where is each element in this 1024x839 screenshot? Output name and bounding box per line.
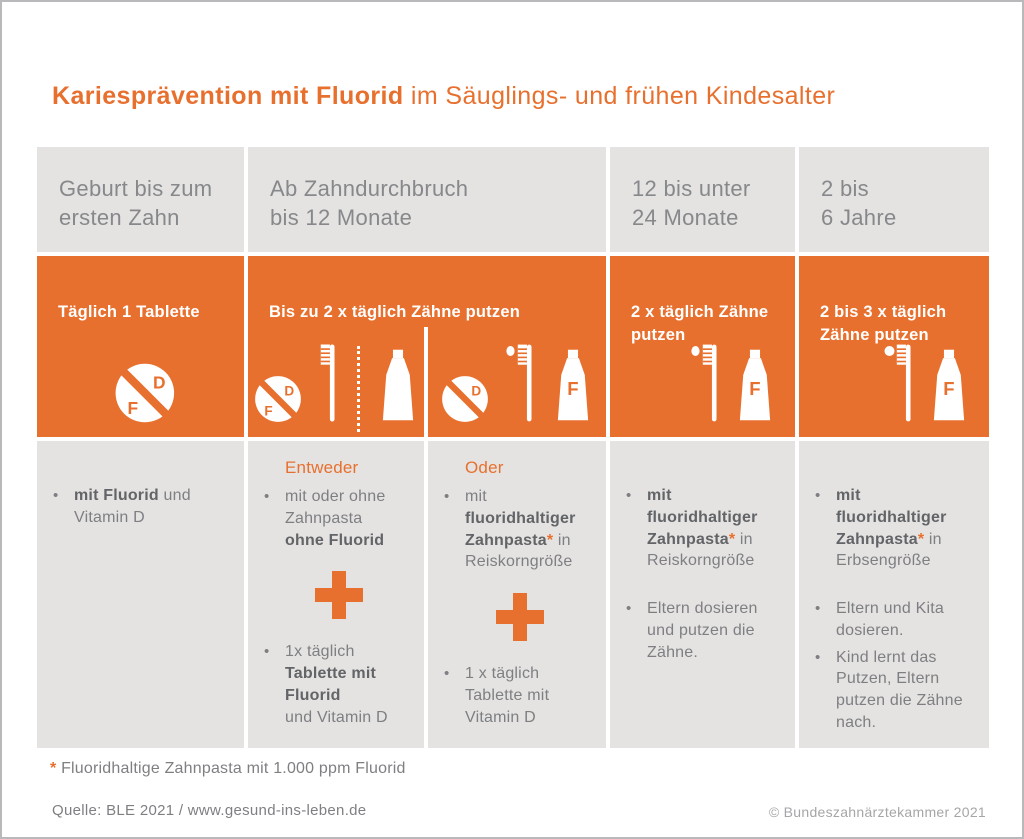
body-col4: • mit fluoridhaltiger Zahnpasta* in Erbs… (799, 441, 989, 748)
bullet: • (444, 665, 450, 683)
item-text: Kind lernt das Putzen, Eltern putzen die… (836, 648, 963, 731)
svg-text:D: D (284, 383, 294, 398)
toothpaste-tube-fluoride-icon: F (734, 321, 776, 432)
page-title: Kariesprävention mit Fluorid im Säugling… (52, 82, 835, 111)
list-item: • Eltern dosieren und putzen die Zähne. (626, 598, 785, 663)
svg-text:F: F (127, 398, 138, 418)
age-header-col4: 2 bis 6 Jahre (799, 147, 989, 252)
page-title-regular: im Säuglings- und frühen Kindesalter (403, 82, 836, 110)
toothpaste-tube-fluoride-icon: F (552, 321, 594, 432)
svg-text:F: F (567, 378, 578, 399)
list-item: • mit fluoridhaltiger Zahnpasta* in Reis… (444, 486, 596, 573)
body-col2-entweder: Entweder • mit oder ohne Zahnpasta ohne … (248, 441, 424, 748)
toothbrush-paste-pea-icon (884, 317, 916, 432)
source-line: Quelle: BLE 2021 / www.gesund-ins-leben.… (52, 802, 367, 819)
age-header-col3: 12 bis unter 24 Monate (610, 147, 795, 252)
toothbrush-paste-rice-icon (505, 317, 537, 432)
action-label-col4: 2 bis 3 x täglich Zähne putzen (820, 303, 947, 344)
page-title-bold: Kariesprävention mit Fluorid (52, 82, 404, 110)
tablet-df-icon: D F (253, 351, 303, 430)
action-header-col1: Täglich 1 Tablette D F (37, 256, 244, 437)
toothbrush-icon (318, 317, 340, 432)
list-item: • mit oder ohne Zahnpasta ohne Fluorid (264, 486, 414, 551)
list-item: • mit fluoridhaltiger Zahnpasta* in Erbs… (815, 485, 979, 572)
bullet: • (815, 600, 821, 617)
item-text: mit oder ohne Zahnpasta ohne Fluorid (285, 488, 386, 549)
action-label-col3: 2 x täglich Zähne putzen (631, 303, 769, 344)
item-text: mit Fluorid und Vitamin D (74, 487, 191, 526)
entweder-icons: D F (248, 327, 424, 437)
svg-text:D: D (153, 372, 166, 392)
item-text: mit fluoridhaltiger Zahnpasta* in Erbsen… (836, 487, 947, 570)
action-header-col4: 2 bis 3 x täglich Zähne putzen (799, 256, 989, 437)
action-label-col2: Bis zu 2 x täglich Zähne putzen (269, 303, 520, 322)
body-col1: • mit Fluorid und Vitamin D (37, 441, 244, 748)
item-text: mit fluoridhaltiger Zahnpasta* in Reisko… (647, 487, 758, 570)
list-item: • mit Fluorid und Vitamin D (53, 485, 234, 529)
list-item: • Eltern und Kita dosieren. (815, 598, 979, 642)
bullet: • (444, 488, 450, 506)
svg-text:F: F (943, 378, 954, 399)
svg-text:D: D (471, 383, 481, 398)
bullet: • (264, 488, 270, 506)
item-text: Eltern dosieren und putzen die Zähne. (647, 600, 758, 661)
body-col3: • mit fluoridhaltiger Zahnpasta* in Reis… (610, 441, 795, 748)
copyright: © Bundeszahnärztekammer 2021 (768, 804, 986, 820)
action-col4-icons: F (884, 317, 970, 432)
item-text: mit fluoridhaltiger Zahnpasta* in Reisko… (465, 488, 576, 571)
bullet: • (815, 487, 821, 504)
oder-label: Oder (465, 458, 504, 477)
age-header-col2: Ab Zahndurchbruch bis 12 Monate (248, 147, 606, 252)
item-text: Eltern und Kita dosieren. (836, 600, 944, 639)
list-item: • mit fluoridhaltiger Zahnpasta* in Reis… (626, 485, 785, 572)
prevention-table: Geburt bis zum ersten Zahn Ab Zahndurchb… (37, 147, 989, 748)
action-col3-icons: F (690, 317, 776, 432)
action-header-col3: 2 x täglich Zähne putzen (610, 256, 795, 437)
action-col2-icon-strip: D F (248, 327, 606, 437)
oder-icons: D (428, 327, 606, 437)
bullet: • (264, 643, 270, 661)
column-divider (424, 327, 428, 437)
bullet: • (626, 487, 632, 504)
item-text: 1x täglich Tablette mit Fluorid und Vita… (285, 643, 388, 726)
tablet-df-icon: D F (112, 338, 176, 431)
list-item: • Kind lernt das Putzen, Eltern putzen d… (815, 647, 979, 734)
bullet: • (626, 600, 632, 617)
bullet: • (815, 648, 821, 666)
age-header-col1: Geburt bis zum ersten Zahn (37, 147, 244, 252)
action-header-col2: Bis zu 2 x täglich Zähne putzen D F (248, 256, 606, 437)
dotted-divider (357, 346, 360, 432)
toothpaste-tube-fluoride-icon: F (928, 321, 970, 432)
bullet: • (53, 487, 59, 504)
action-label-col1: Täglich 1 Tablette (58, 303, 200, 322)
svg-text:F: F (264, 403, 272, 418)
item-text: 1 x täglich Tablette mit Vitamin D (465, 665, 550, 726)
list-item: • 1x täglich Tablette mit Fluorid und Vi… (264, 641, 414, 728)
body-col2-oder: Oder • mit fluoridhaltiger Zahnpasta* in… (428, 441, 606, 748)
plus-icon (315, 571, 363, 620)
tablet-d-icon: D (440, 351, 490, 430)
toothbrush-paste-rice-icon (690, 317, 722, 432)
toothpaste-tube-icon (377, 321, 419, 432)
svg-text:F: F (749, 378, 760, 399)
footnote: * Fluoridhaltige Zahnpasta mit 1.000 ppm… (50, 760, 406, 777)
list-item: • 1 x täglich Tablette mit Vitamin D (444, 663, 596, 728)
plus-icon (496, 593, 544, 642)
entweder-label: Entweder (285, 458, 359, 477)
